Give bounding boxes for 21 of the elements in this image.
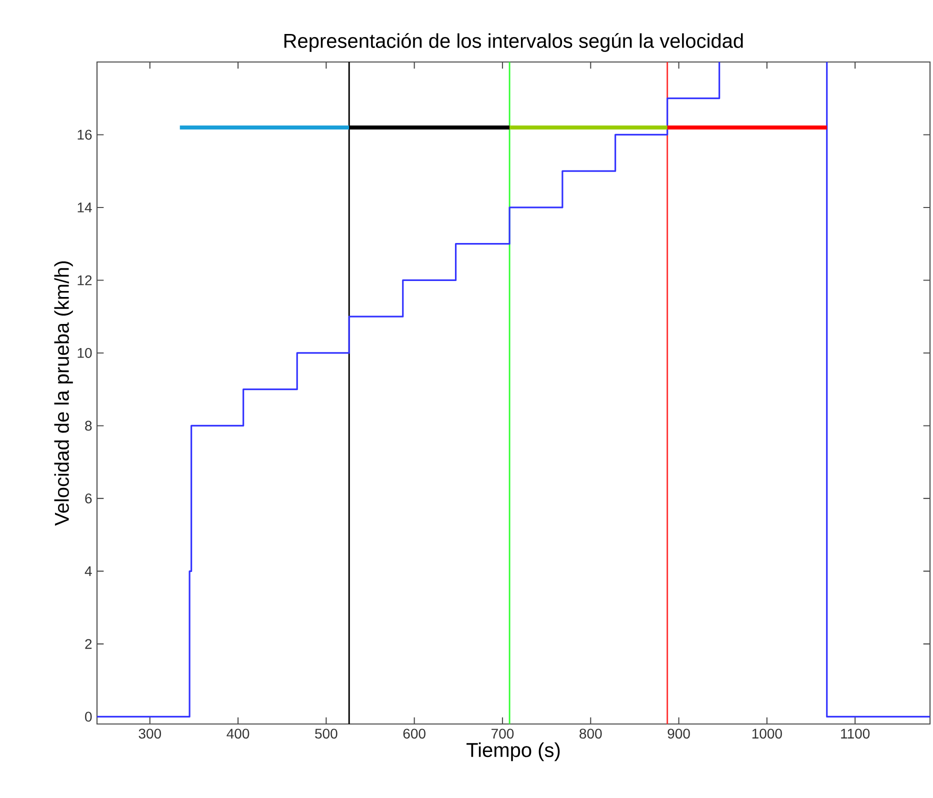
chart-title: Representación de los intervalos según la velocidad — [284, 33, 743, 52]
x-tick-label: 900 — [668, 728, 690, 739]
y-tick-label: 4 — [84, 566, 92, 576]
y-tick-label: 0 — [85, 712, 92, 722]
y-axis-title: Velocidad de la prueba (km/h) — [54, 261, 73, 526]
x-axis-title: Tiempo (s) — [466, 742, 560, 762]
y-tick-label: 8 — [85, 420, 92, 431]
x-tick-label: 700 — [492, 728, 514, 739]
y-tick-label: 2 — [85, 639, 92, 649]
x-tick-label: 300 — [138, 728, 162, 739]
y-tick-label: 14 — [78, 202, 92, 212]
x-tick-label: 600 — [403, 728, 426, 739]
y-tick-label: 12 — [78, 275, 92, 286]
x-tick-label: 1000 — [752, 728, 782, 739]
x-tick-label: 800 — [580, 728, 602, 739]
x-tick-label: 1100 — [841, 728, 870, 739]
x-tick-label: 500 — [315, 728, 338, 739]
x-tick-label: 400 — [226, 728, 250, 739]
y-tick-label: 6 — [85, 494, 92, 504]
y-tick-label: 16 — [78, 130, 92, 140]
y-tick-label: 10 — [78, 348, 92, 358]
